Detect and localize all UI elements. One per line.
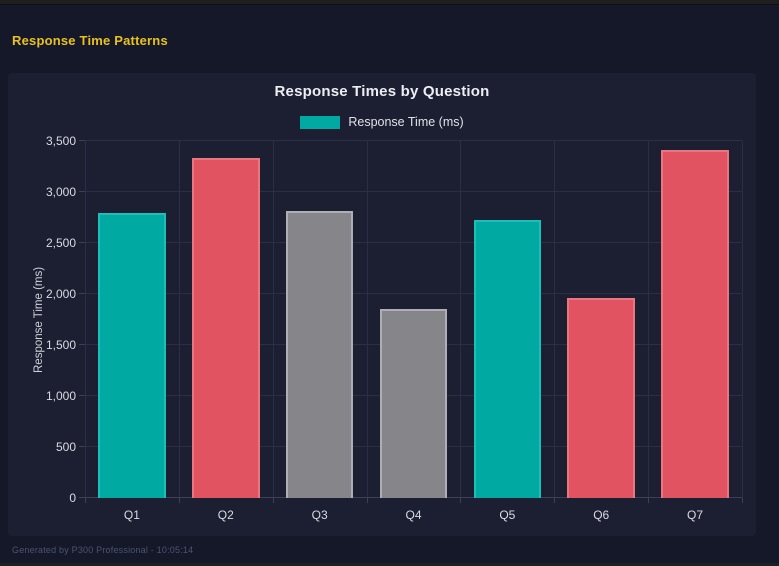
gridline-vertical <box>366 141 368 498</box>
bar-q3[interactable] <box>285 211 354 498</box>
bar-q6[interactable] <box>567 298 635 498</box>
y-tick-label: 1,000 <box>45 389 76 403</box>
plot-area <box>79 140 743 503</box>
y-tick-label: 0 <box>69 491 76 505</box>
gridline-vertical <box>460 141 462 498</box>
y-tick-mark <box>79 446 85 447</box>
x-tick-mark <box>460 498 462 503</box>
legend-item-response-time[interactable]: Response Time (ms) <box>8 115 756 129</box>
x-tick-label-q7: Q7 <box>687 508 704 522</box>
y-tick-mark <box>79 344 85 345</box>
y-tick-mark <box>79 497 85 498</box>
y-tick-label: 2,500 <box>45 236 76 250</box>
window-top-strip <box>0 0 779 5</box>
y-axis-labels: 0 500 1,000 1,500 2,000 2,500 3,000 3,500 <box>8 134 76 505</box>
footer-note: Generated by P300 Professional - 10:05:1… <box>12 545 194 555</box>
x-tick-mark <box>178 498 180 503</box>
bar-q4[interactable] <box>379 309 448 498</box>
x-tick-label-q2: Q2 <box>217 508 234 522</box>
gridline-horizontal <box>85 293 742 294</box>
x-tick-mark <box>85 498 86 503</box>
page-title: Response Time Patterns <box>12 33 168 48</box>
gridline-horizontal <box>85 140 742 141</box>
legend-swatch <box>300 115 341 129</box>
bar-q1[interactable] <box>98 213 166 498</box>
chart-title: Response Times by Question <box>274 83 490 100</box>
chart-panel: Response Times by Question Response Time… <box>8 73 756 536</box>
bar-q2[interactable] <box>191 158 260 498</box>
x-tick-label-q6: Q6 <box>593 508 610 522</box>
x-tick-label-q4: Q4 <box>405 508 422 522</box>
y-tick-label: 1,500 <box>45 338 76 352</box>
y-tick-label: 3,000 <box>45 185 76 199</box>
gridline-vertical <box>272 141 274 498</box>
x-tick-mark <box>366 498 368 503</box>
gridline-vertical <box>554 141 556 498</box>
gridline-vertical <box>742 141 743 498</box>
gridline-vertical <box>85 141 86 498</box>
x-axis-labels: Q1 Q2 Q3 Q4 Q5 Q6 Q7 <box>85 508 742 528</box>
x-tick-mark <box>272 498 274 503</box>
x-tick-mark <box>554 498 556 503</box>
y-tick-label: 500 <box>55 440 76 454</box>
y-tick-mark <box>79 140 85 141</box>
gridline-vertical <box>178 141 180 498</box>
x-tick-mark <box>742 498 743 503</box>
y-tick-label: 2,000 <box>45 287 76 301</box>
bar-q7[interactable] <box>661 150 729 498</box>
window-bottom-strip <box>0 563 779 566</box>
x-tick-label-q5: Q5 <box>499 508 516 522</box>
gridline-horizontal <box>85 242 742 243</box>
y-tick-label: 3,500 <box>45 134 76 148</box>
legend-label: Response Time (ms) <box>348 115 464 129</box>
bar-q5[interactable] <box>473 219 542 498</box>
gridline-horizontal <box>85 191 742 192</box>
y-tick-mark <box>79 242 85 243</box>
y-tick-mark <box>79 293 85 294</box>
y-tick-mark <box>79 191 85 192</box>
x-tick-mark <box>648 498 650 503</box>
y-tick-mark <box>79 395 85 396</box>
gridline-vertical <box>648 141 650 498</box>
x-tick-label-q1: Q1 <box>123 508 140 522</box>
x-tick-label-q3: Q3 <box>311 508 328 522</box>
